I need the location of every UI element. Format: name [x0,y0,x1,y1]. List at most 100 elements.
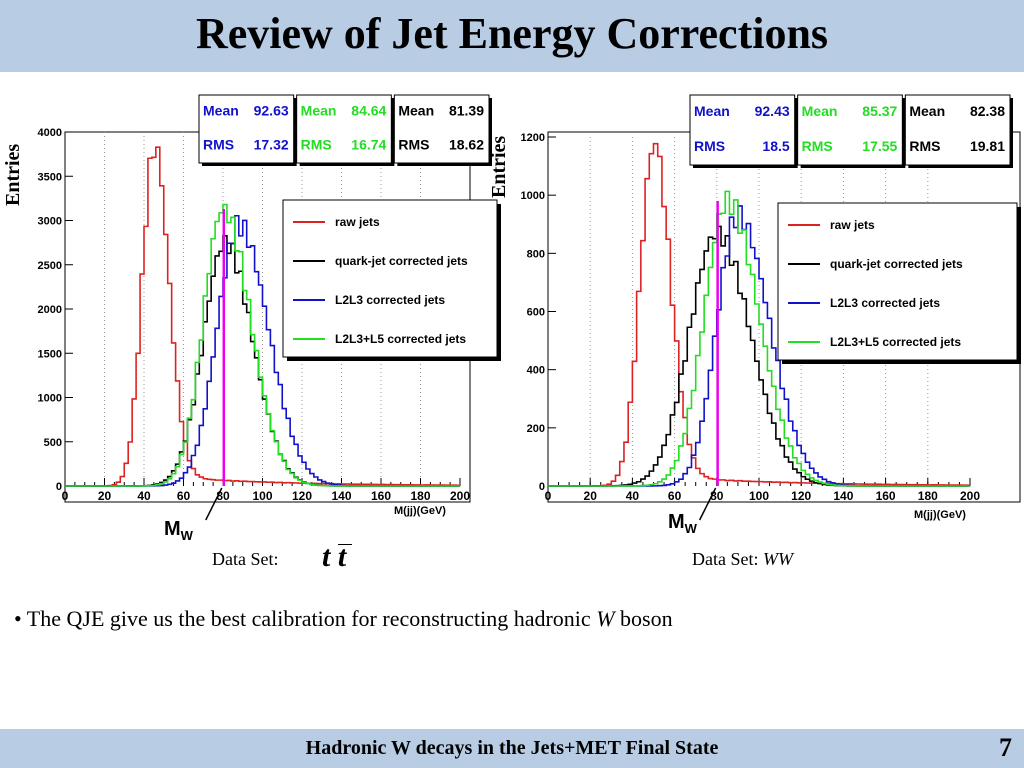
chart1-xtick-label: 160 [371,489,391,503]
chart1-stats-rms-label: RMS [203,136,234,152]
chart2-xtick-label: 160 [876,489,896,503]
chart1-mw-arrow [205,487,223,521]
chart2-mw-label: MW [668,511,697,536]
chart2-legend-entry: L2L3 corrected jets [830,296,940,310]
chart2-ytick-label: 1000 [521,190,545,202]
chart1-stats-mean-label: Mean [398,102,434,118]
chart1-ytick-label: 4000 [38,127,62,139]
chart2-stats-rms-label: RMS [802,138,833,154]
chart1-mw-label: MW [164,518,193,543]
chart2-xlabel: M(jj)(GeV) [914,509,966,521]
chart2-xtick-label: 100 [749,489,769,503]
chart1-ytick-label: 3500 [38,171,62,183]
chart2-ylabel: Entries [488,135,510,198]
chart2-xtick-label: 0 [545,489,552,503]
chart-2: 0 20 40 60 80 100 120 140 160 180 2000200400600800… [521,94,1021,521]
chart1-stats-mean: 81.39 [449,102,484,118]
chart2-stats-rms-label: RMS [694,138,725,154]
chart2-legend [777,202,1018,361]
chart1-stats-rms: 17.32 [254,136,289,152]
chart1-xtick-label: 20 [98,489,112,503]
chart1-stats-box [296,94,392,164]
chart1-ytick-label: 500 [44,437,62,449]
chart2-series-raw-jets [548,142,970,487]
chart2-stats-mean-label: Mean [802,103,838,119]
page-number: 7 [999,733,1012,762]
chart2-ytick-label: 800 [527,248,545,260]
chart2-ytick-label: 600 [527,307,545,319]
footer-text: Hadronic W decays in the Jets+MET Final … [305,737,719,759]
chart1-ytick-label: 1000 [38,393,62,405]
chart1-stats-rms: 16.74 [351,136,386,152]
chart2-stats-mean: 85.37 [862,103,897,119]
chart1-dataset-label: Data Set: [212,549,279,569]
tbar-overline [338,544,352,545]
chart2-stats-rms: 18.5 [762,138,789,154]
histogram-charts: 0 20 40 60 80 100 120 140 160 180 2000500100015002… [38,94,1021,521]
chart1-legend-entry: quark-jet corrected jets [335,254,468,268]
chart2-legend-entry: quark-jet corrected jets [830,257,963,271]
chart1-stats-rms-label: RMS [398,136,429,152]
chart1-xtick-label: 200 [450,489,470,503]
chart2-legend-entry: L2L3+L5 corrected jets [830,335,961,349]
chart1-legend-entry: L2L3+L5 corrected jets [335,332,466,346]
chart1-stats-rms-label: RMS [301,136,332,152]
chart2-ytick-label: 400 [527,365,545,377]
chart2-xtick-label: 20 [584,489,598,503]
title-band [0,0,1024,72]
chart2-stats-mean-label: Mean [909,103,945,119]
bullet-text: • The QJE give us the best calibration f… [14,606,673,631]
chart1-xtick-label: 0 [62,489,69,503]
chart1-ytick-label: 1500 [38,348,62,360]
chart2-ytick-label: 200 [527,423,545,435]
chart1-series-l2l3-l5-corrected-jets [65,203,460,487]
chart2-stats-box [797,94,903,166]
chart2-dataset: Data Set: WW [692,549,793,569]
slide-title: Review of Jet Energy Corrections [195,9,829,58]
chart-1: 0 20 40 60 80 100 120 140 160 180 2000500100015002… [38,94,501,521]
chart2-stats-box [689,94,796,166]
chart1-stats-box [198,94,295,164]
chart1-legend-entry: L2L3 corrected jets [335,293,445,307]
chart2-stats-mean: 82.38 [970,103,1005,119]
chart1-ytick-label: 0 [56,481,62,493]
chart2-stats-box [904,94,1011,166]
chart2-legend-entry: raw jets [830,218,875,232]
chart1-xtick-label: 140 [331,489,351,503]
chart1-series-raw-jets [65,146,460,487]
footer-band [0,729,1024,768]
chart1-stats-mean-label: Mean [203,102,239,118]
chart1-xtick-label: 40 [137,489,151,503]
chart2-xtick-label: 60 [668,489,682,503]
chart1-stats-box [393,94,490,164]
chart2-xtick-label: 140 [833,489,853,503]
chart1-xtick-label: 180 [410,489,430,503]
chart1-dataset-value: t t [322,540,347,573]
chart1-xtick-label: 100 [252,489,272,503]
chart1-stats-rms: 18.62 [449,136,484,152]
chart2-series-l2l3-l5-corrected-jets [548,190,970,487]
chart2-stats-rms: 17.55 [862,138,897,154]
chart1-stats-mean-label: Mean [301,102,337,118]
chart2-stats-mean-label: Mean [694,103,730,119]
chart1-stats-mean: 92.63 [254,102,289,118]
chart2-xtick-label: 200 [960,489,980,503]
chart2-ytick-label: 1200 [521,132,545,144]
chart1-ytick-label: 2500 [38,260,62,272]
chart2-ytick-label: 0 [539,481,545,493]
chart1-ytick-label: 2000 [38,304,62,316]
chart1-xlabel: M(jj)(GeV) [394,505,446,517]
chart1-ylabel: Entries [2,143,24,206]
chart2-stats-rms-label: RMS [909,138,940,154]
chart2-xtick-label: 180 [918,489,938,503]
chart1-xtick-label: 120 [292,489,312,503]
chart1-xtick-label: 60 [177,489,191,503]
chart2-xtick-label: 120 [791,489,811,503]
chart1-stats-mean: 84.64 [351,102,386,118]
chart1-legend-entry: raw jets [335,215,380,229]
chart1-ytick-label: 3000 [38,216,62,228]
chart2-stats-rms: 19.81 [970,138,1005,154]
chart2-mw-arrow [698,487,717,521]
chart1-legend [282,199,498,358]
chart2-xtick-label: 40 [626,489,640,503]
